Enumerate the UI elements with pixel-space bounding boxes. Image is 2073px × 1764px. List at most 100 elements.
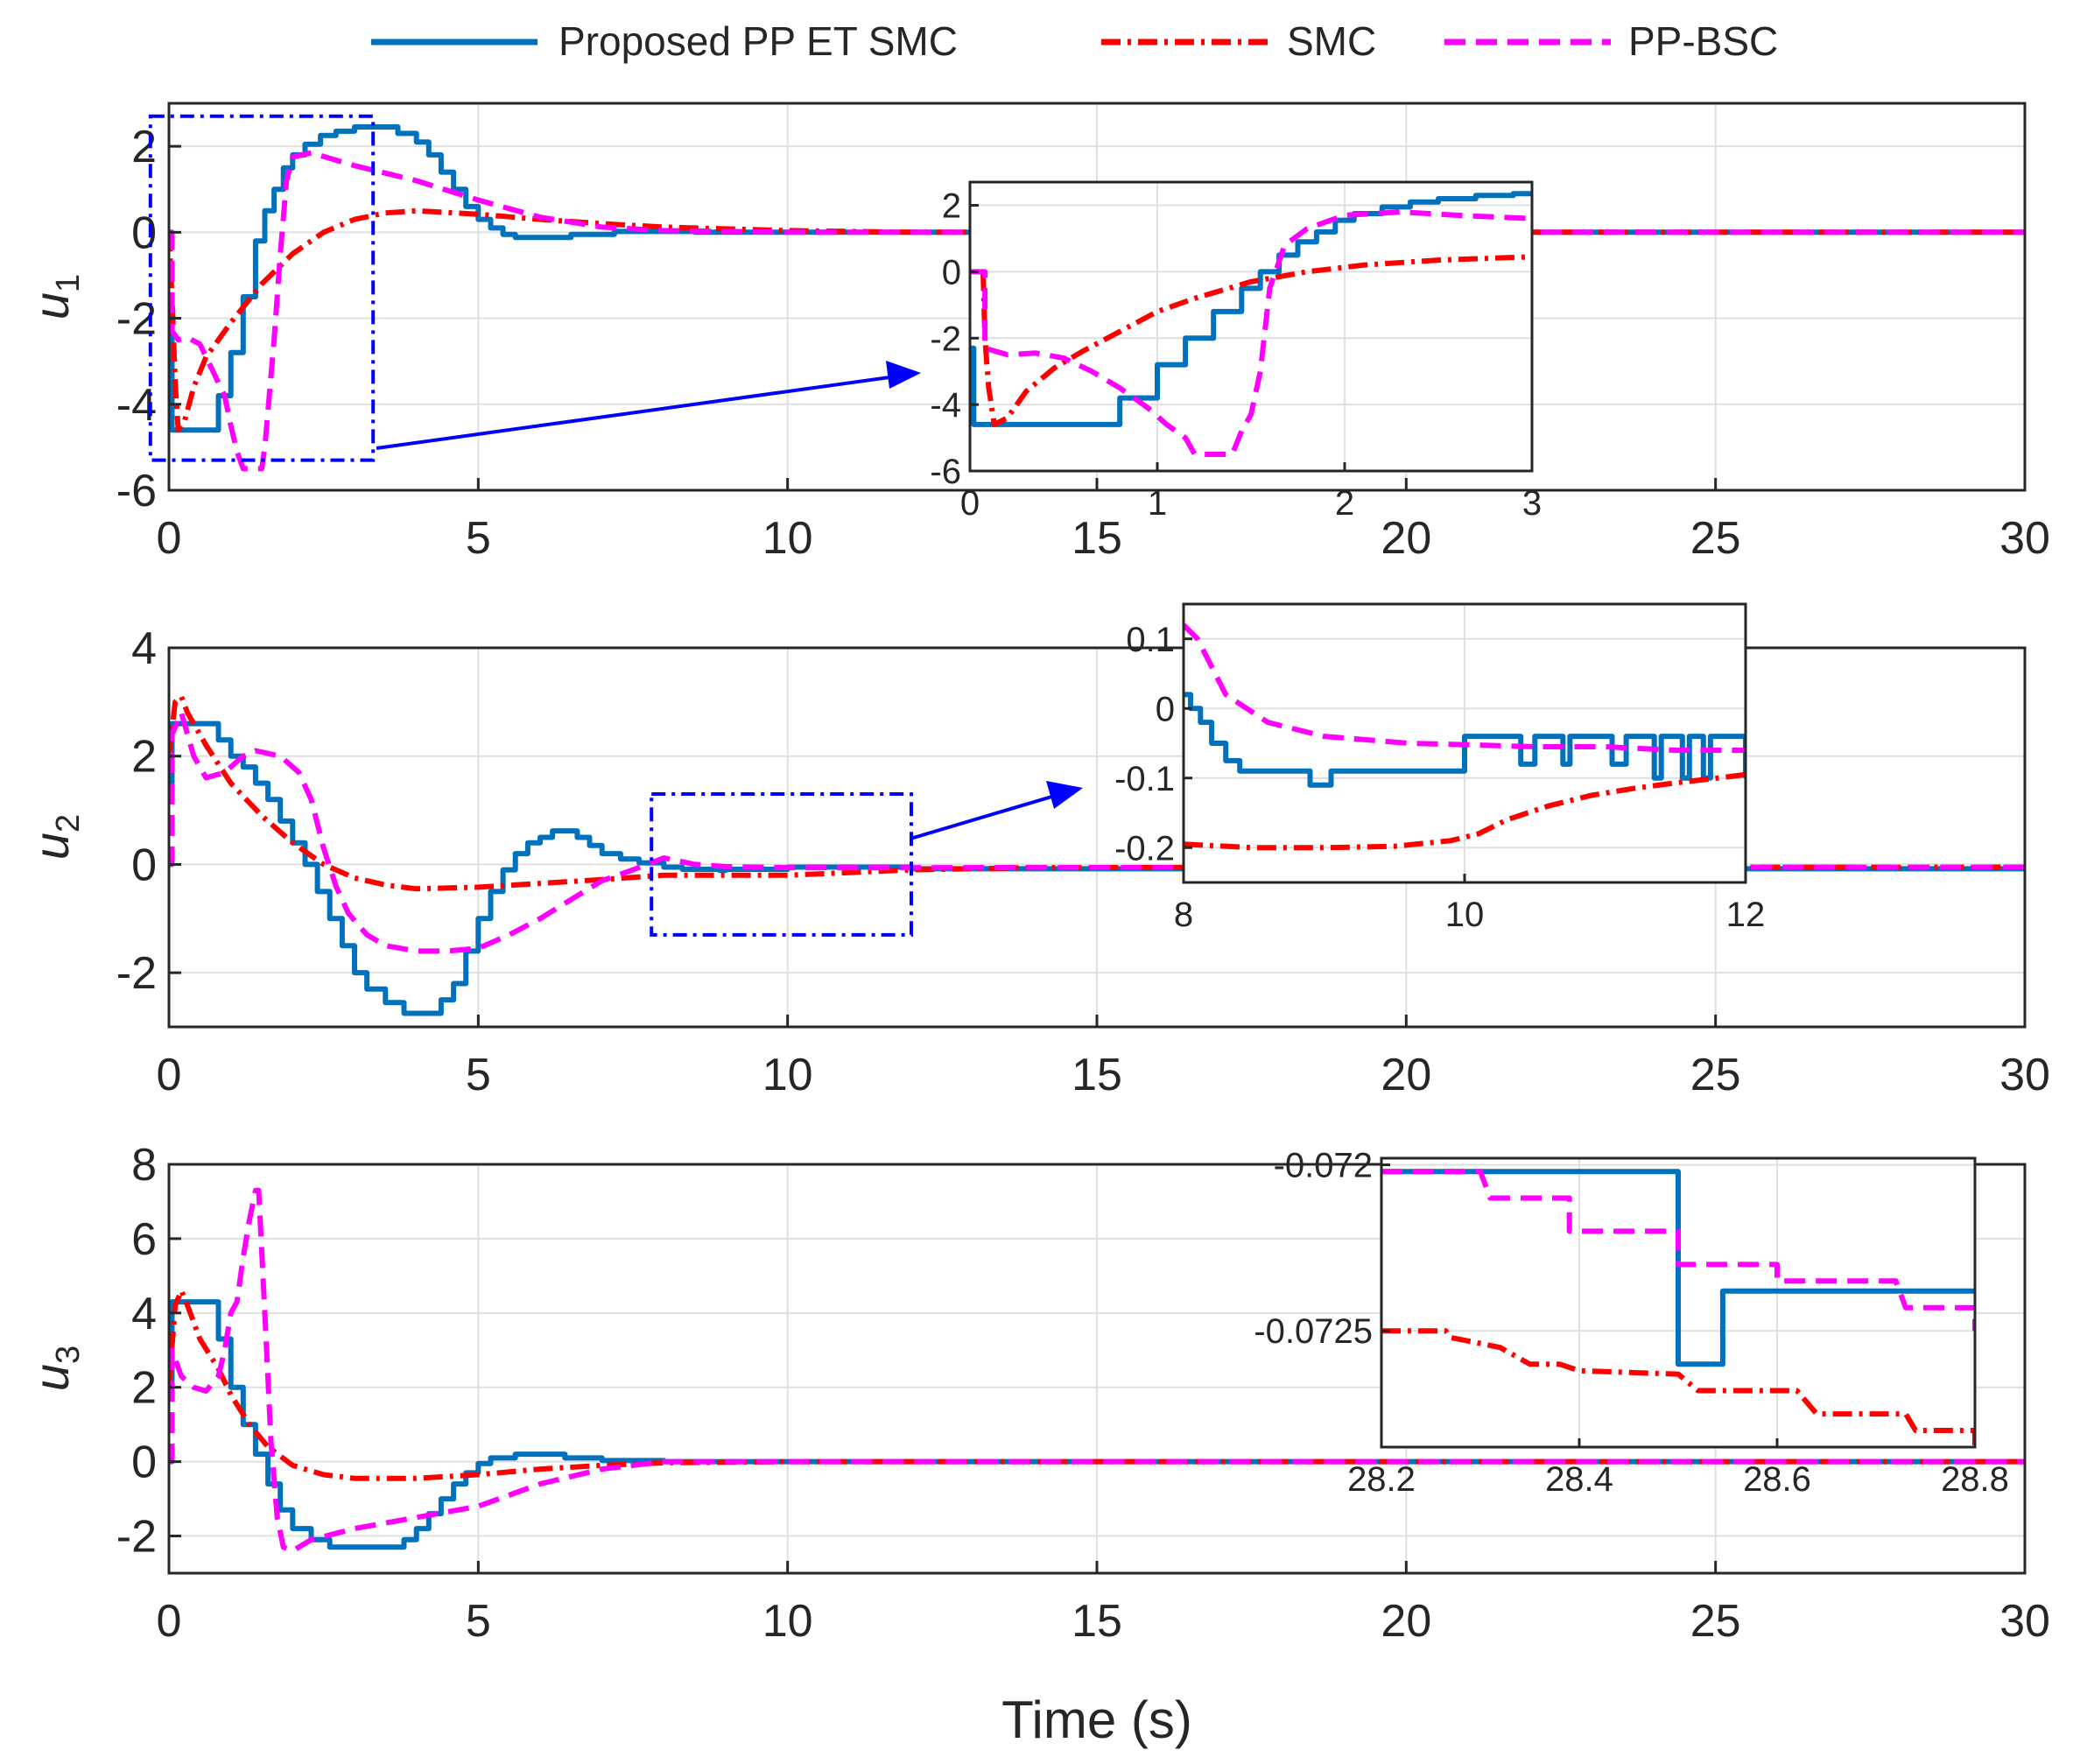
u2-ytick-label-1: 0 xyxy=(131,840,157,890)
panel-u2-inset: 8 10 12 -0.2 -0.1 0 0.1 xyxy=(1114,602,1766,934)
legend: Proposed PP ET SMC SMC PP-BSC xyxy=(371,18,1778,64)
panel-u2-xticks: 0 5 10 15 20 25 30 xyxy=(157,1015,2050,1100)
u1-inset-bg xyxy=(970,182,1532,471)
u1-inset-series-2 xyxy=(970,209,1532,457)
u1-ytick-label-0: -6 xyxy=(116,466,157,517)
u1-inset-xtick-label-1: 1 xyxy=(1148,484,1167,523)
u3-xtick-label-6: 30 xyxy=(1999,1596,2050,1647)
u1-xtick-label-3: 15 xyxy=(1072,513,1122,564)
panel-u2-zoom-arrowhead xyxy=(1046,781,1083,809)
panel-u3-ylabel: u3 xyxy=(24,1346,87,1391)
u1-xtick-label-5: 25 xyxy=(1690,513,1741,564)
u2-xtick-label-0: 0 xyxy=(157,1050,182,1100)
panel-u3-series xyxy=(169,1187,2025,1554)
u2-inset-xtick-label-2: 12 xyxy=(1726,896,1766,934)
u1-series-0 xyxy=(169,124,2025,433)
u1-xtick-label-1: 5 xyxy=(466,513,491,564)
panel-u1: 0 5 10 15 20 25 30 -6-4-202 u1 0 1 2 3-6-4-202 xyxy=(24,102,2050,564)
panel-u1-zoom-arrow xyxy=(376,373,910,450)
panel-u2-ylabel-sub: 2 xyxy=(50,814,87,833)
panel-u2-series xyxy=(169,693,2025,1016)
u1-xtick-label-0: 0 xyxy=(157,513,182,564)
u3-inset-series-0 xyxy=(1381,1169,1975,1367)
u3-inset-xtick-label-0: 28.2 xyxy=(1347,1460,1416,1499)
u3-xtick-label-4: 20 xyxy=(1381,1596,1431,1647)
u3-inset-ytick-label-1: -0.0725 xyxy=(1254,1312,1373,1351)
u3-ytick-label-0: -2 xyxy=(116,1512,157,1563)
panel-u3-inset: 28.2 28.4 28.6 28.8 -0.072 -0.0725 xyxy=(1254,1147,2009,1499)
panel-u1-ylabel: u1 xyxy=(24,274,87,320)
u1-inset-ytick-label-3: 0 xyxy=(942,253,961,292)
panel-u2-ylabel-base: u xyxy=(24,833,79,860)
u1-xtick-label-4: 20 xyxy=(1381,513,1431,564)
u1-inset-series-0 xyxy=(970,191,1532,427)
panel-u3: 0 5 10 15 20 25 30 -2 0 2 4 6 8 u3 28.2 28.4 28.6 28.8… xyxy=(24,1140,2050,1647)
legend-label-smc: SMC xyxy=(1287,18,1376,64)
u1-highlight-rect xyxy=(148,114,376,462)
u3-inset-frame xyxy=(1380,1156,1977,1449)
u1-inset-xtick-label-3: 3 xyxy=(1522,484,1542,523)
x-axis-label: Time (s) xyxy=(1001,1690,1192,1749)
u1-inset-ytick-label-1: -4 xyxy=(930,386,961,425)
u2-inset-ytick-label-2: 0 xyxy=(1156,690,1175,728)
u3-series-1 xyxy=(169,1288,2025,1481)
panel-u3-ylabel-base: u xyxy=(24,1364,79,1391)
u3-ytick-label-5: 8 xyxy=(131,1140,157,1191)
u3-xtick-label-1: 5 xyxy=(466,1596,491,1647)
u3-ytick-label-4: 6 xyxy=(131,1214,157,1265)
u1-inset-ytick-label-4: 2 xyxy=(942,187,961,226)
u3-inset-xtick-label-3: 28.8 xyxy=(1941,1460,2009,1499)
u3-inset-xtick-label-1: 28.4 xyxy=(1545,1460,1613,1499)
u3-ytick-label-2: 2 xyxy=(131,1363,157,1414)
u2-series-2 xyxy=(169,710,2025,954)
u2-inset-ytick-label-0: -0.2 xyxy=(1114,829,1175,868)
u3-inset-ytick-label-0: -0.072 xyxy=(1274,1147,1373,1185)
u2-xtick-label-3: 15 xyxy=(1072,1050,1122,1100)
u2-xtick-label-2: 10 xyxy=(762,1050,813,1100)
u3-ytick-label-3: 4 xyxy=(131,1289,157,1339)
panel-u2-ylabel: u2 xyxy=(24,814,87,860)
u2-xtick-label-4: 20 xyxy=(1381,1050,1431,1100)
u2-ytick-label-0: -2 xyxy=(116,948,157,999)
panel-u1-highlight-box xyxy=(148,114,376,462)
u1-inset-ytick-label-2: -2 xyxy=(930,320,961,358)
u1-xtick-label-2: 10 xyxy=(762,513,813,564)
u1-inset-xtick-label-2: 2 xyxy=(1335,484,1354,523)
u2-highlight-rect xyxy=(650,792,913,937)
u1-inset-xtick-label-0: 0 xyxy=(960,484,980,523)
u2-xtick-label-1: 5 xyxy=(466,1050,491,1100)
u2-inset-series-2 xyxy=(1184,622,1746,753)
panel-u2-zoom-arrow xyxy=(910,791,1065,840)
u1-ytick-label-3: 0 xyxy=(131,207,157,258)
u2-ytick-label-3: 4 xyxy=(131,623,157,674)
panel-u1-ylabel-base: u xyxy=(24,292,79,320)
u2-inset-xtick-label-1: 10 xyxy=(1445,896,1485,934)
panel-u1-series xyxy=(169,124,2025,472)
u1-ytick-label-4: 2 xyxy=(131,122,157,172)
panel-u1-yticks: -6-4-202 xyxy=(116,122,181,517)
u3-inset-series-2 xyxy=(1381,1169,1975,1332)
u3-xtick-label-5: 25 xyxy=(1690,1596,1741,1647)
u1-inset-frame xyxy=(968,180,1534,473)
panel-u1-xticks: 0 5 10 15 20 25 30 xyxy=(157,478,2050,564)
legend-label-ppbsc: PP-BSC xyxy=(1628,18,1778,64)
panel-u1-ylabel-sub: 1 xyxy=(50,274,87,292)
panel-u1-inset: 0 1 2 3 -6 -4 -2 0 2 xyxy=(930,180,1542,523)
u3-series-0 xyxy=(169,1299,2025,1550)
legend-label-proposed: Proposed PP ET SMC xyxy=(559,18,958,64)
u2-inset-ytick-label-3: 0.1 xyxy=(1126,621,1175,659)
u3-ytick-label-1: 0 xyxy=(131,1437,157,1488)
panel-u3-yticks: -2 0 2 4 6 8 xyxy=(116,1140,181,1563)
u3-xtick-label-2: 10 xyxy=(762,1596,813,1647)
u2-inset-series-0 xyxy=(1184,692,1746,788)
u1-inset-ytick-label-0: -6 xyxy=(930,453,961,491)
u3-inset-xtick-label-2: 28.6 xyxy=(1743,1460,1811,1499)
u3-series-2 xyxy=(169,1187,2025,1554)
panel-u3-ylabel-sub: 3 xyxy=(50,1346,87,1364)
u2-xtick-label-5: 25 xyxy=(1690,1050,1741,1100)
u3-xtick-label-3: 15 xyxy=(1072,1596,1122,1647)
u1-series-1 xyxy=(169,207,2025,433)
u2-series-1 xyxy=(169,693,2025,892)
